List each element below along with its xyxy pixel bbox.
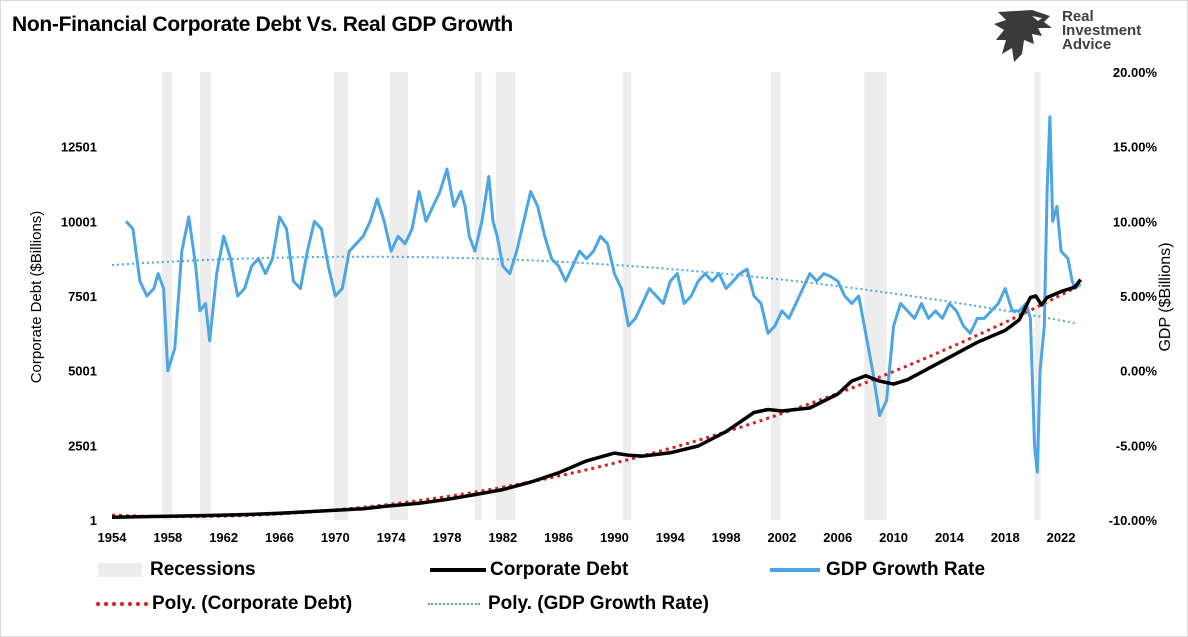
poly-debt-trendline: [111, 286, 1076, 519]
x-tick-label: 1966: [265, 530, 294, 545]
y-axis-right-title: GDP ($Billions): [1157, 242, 1174, 351]
recession-band: [622, 72, 632, 520]
logo-line-2: Investment: [1062, 22, 1142, 39]
y-left-tick-label: 7501: [68, 289, 97, 304]
x-tick-label: 1990: [600, 530, 629, 545]
x-tick-label: 1982: [488, 530, 517, 545]
recession-band: [333, 72, 348, 520]
x-axis: 1954 1958 1962 1966 1970 1974 1978 1982 1986 1990…: [98, 530, 1076, 545]
x-tick-label: 1970: [321, 530, 350, 545]
legend-item-corporate-debt: Corporate Debt: [430, 559, 628, 581]
x-tick-label: 2018: [991, 530, 1020, 545]
legend-label-recessions: Recessions: [150, 559, 256, 580]
x-tick-label: 2014: [935, 530, 965, 545]
legend-swatch-poly-debt: [96, 602, 148, 606]
legend-swatch-recessions: [98, 563, 142, 577]
y-axis-left-title: Corporate Debt ($Billions): [28, 211, 45, 384]
y-right-tick-label: 5.00%: [1120, 289, 1157, 304]
legend-item-gdp-growth: GDP Growth Rate: [770, 559, 985, 581]
recession-band: [162, 72, 173, 520]
recession-bands: [162, 72, 1041, 520]
legend-item-recessions: Recessions: [98, 559, 256, 581]
recession-band: [199, 72, 212, 520]
y-right-tick-label: 15.00%: [1113, 140, 1158, 155]
x-tick-label: 1962: [209, 530, 238, 545]
x-tick-label: 1978: [433, 530, 462, 545]
corporate-debt-line: [111, 278, 1083, 520]
x-tick-label: 1994: [656, 530, 686, 545]
x-tick-label: 2006: [823, 530, 852, 545]
eagle-icon: [994, 10, 1052, 62]
recession-band: [495, 72, 516, 520]
legend-label-gdp-growth: GDP Growth Rate: [826, 559, 986, 580]
gdp-growth-line: [124, 115, 1082, 474]
legend-label-poly-gdp: Poly. (GDP Growth Rate): [488, 593, 709, 614]
legend-label-poly-debt: Poly. (Corporate Debt): [152, 593, 353, 614]
y-right-tick-label: -10.00%: [1109, 513, 1158, 528]
y-left-tick-label: 10001: [61, 214, 97, 229]
y-left-tick-label: 1: [90, 513, 97, 528]
trendlines: [111, 255, 1076, 519]
y-axis-right: -10.00% -5.00% 0.00% 5.00% 10.00% 15.00% 20.00…: [1109, 65, 1158, 528]
y-right-tick-label: 10.00%: [1113, 214, 1158, 229]
y-right-tick-label: 0.00%: [1120, 364, 1157, 379]
y-right-tick-label: -5.00%: [1116, 438, 1158, 453]
legend-swatch-gdp-growth: [770, 568, 820, 572]
x-tick-label: 1954: [98, 530, 128, 545]
legend-item-poly-gdp: Poly. (GDP Growth Rate): [428, 593, 709, 615]
y-left-tick-label: 5001: [68, 364, 97, 379]
legend-swatch-corporate-debt: [430, 568, 486, 572]
recession-band: [770, 72, 781, 520]
x-tick-label: 1958: [153, 530, 182, 545]
y-right-tick-label: 20.00%: [1113, 65, 1158, 80]
x-tick-label: 2010: [879, 530, 908, 545]
recession-band: [864, 72, 887, 520]
x-tick-label: 2022: [1047, 530, 1076, 545]
logo-text: Real Investment Advice: [1062, 8, 1142, 53]
x-tick-label: 2002: [767, 530, 796, 545]
logo: Real Investment Advice: [992, 6, 1168, 64]
y-left-tick-label: 12501: [61, 140, 97, 155]
poly-gdp-trendline: [111, 255, 1076, 325]
logo-line-3: Advice: [1062, 36, 1112, 53]
recession-band: [389, 72, 408, 520]
recession-band: [474, 72, 482, 520]
legend-label-corporate-debt: Corporate Debt: [490, 559, 629, 580]
x-tick-label: 1974: [377, 530, 407, 545]
x-tick-label: 1986: [544, 530, 573, 545]
legend-item-poly-debt: Poly. (Corporate Debt): [96, 593, 352, 615]
chart-title: Non-Financial Corporate Debt Vs. Real GD…: [12, 13, 513, 36]
y-left-tick-label: 2501: [68, 438, 97, 453]
logo-line-1: Real: [1062, 8, 1094, 25]
x-tick-label: 1998: [712, 530, 741, 545]
legend-swatch-poly-gdp: [428, 603, 480, 605]
series-lines: [111, 115, 1083, 520]
